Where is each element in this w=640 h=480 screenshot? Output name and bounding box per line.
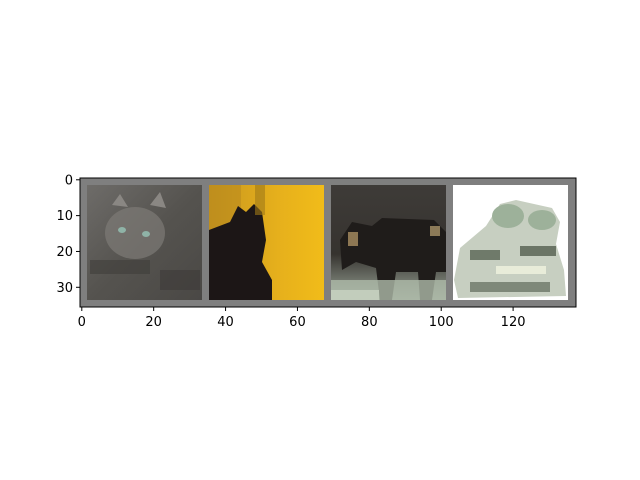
y-axis: 0 10 20 30 [56, 173, 80, 296]
image-tile-frog [453, 185, 568, 300]
x-tick-label: 100 [429, 315, 454, 330]
y-tick-label: 20 [56, 245, 73, 260]
x-tick-label: 0 [78, 315, 86, 330]
y-tick-label: 30 [56, 281, 73, 296]
image-grid [80, 178, 576, 307]
axes-frame [79, 177, 577, 308]
y-tick-label: 0 [65, 173, 73, 188]
x-tick-label: 60 [289, 315, 306, 330]
x-tick-label: 120 [501, 315, 526, 330]
image-tile-cat-1 [87, 185, 202, 300]
x-tick-label: 80 [361, 315, 378, 330]
x-tick-label: 40 [217, 315, 234, 330]
image-tile-cat-2 [209, 185, 324, 300]
image-tile-dog [331, 185, 446, 300]
x-axis: 0 20 40 60 80 100 120 [78, 307, 526, 330]
y-tick-label: 10 [56, 209, 73, 224]
x-tick-label: 20 [145, 315, 162, 330]
